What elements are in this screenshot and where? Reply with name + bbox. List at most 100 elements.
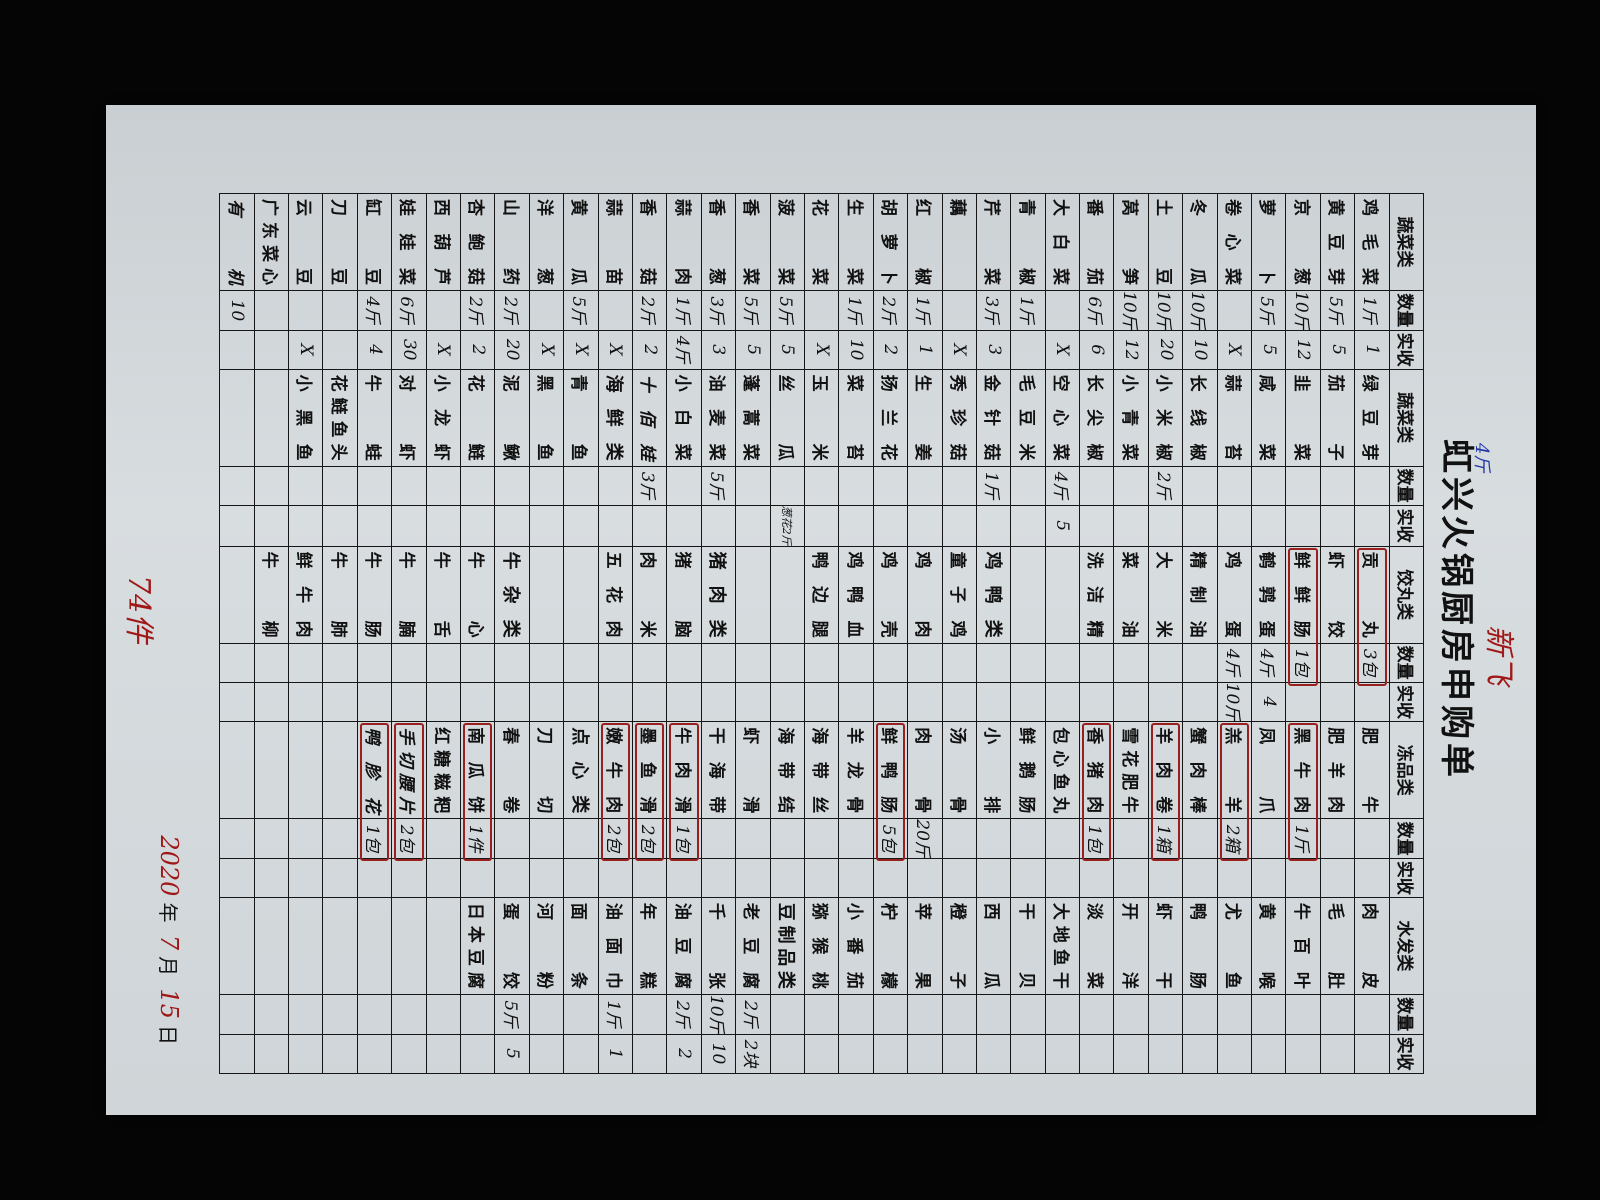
- received-cell[interactable]: [907, 858, 943, 898]
- received-cell[interactable]: [942, 682, 977, 722]
- received-cell[interactable]: [1354, 858, 1390, 898]
- received-cell[interactable]: [391, 682, 427, 722]
- received-cell[interactable]: [632, 682, 667, 722]
- quantity-cell[interactable]: 10斤: [1182, 290, 1218, 331]
- quantity-cell[interactable]: [907, 994, 943, 1035]
- received-cell[interactable]: [494, 858, 530, 898]
- quantity-cell[interactable]: 2箱: [1217, 818, 1252, 859]
- received-cell[interactable]: 20: [494, 330, 530, 370]
- quantity-cell[interactable]: 1斤: [1285, 818, 1321, 859]
- received-cell[interactable]: [804, 1034, 839, 1074]
- quantity-cell[interactable]: [598, 466, 633, 506]
- quantity-cell[interactable]: [426, 290, 461, 331]
- received-cell[interactable]: [391, 858, 427, 898]
- quantity-cell[interactable]: 4斤: [1251, 643, 1286, 683]
- quantity-cell[interactable]: [323, 818, 358, 859]
- quantity-cell[interactable]: 1斤: [1010, 290, 1046, 331]
- quantity-cell[interactable]: 4斤: [1045, 466, 1080, 506]
- received-cell[interactable]: [804, 858, 839, 898]
- received-cell[interactable]: [1320, 682, 1355, 722]
- quantity-cell[interactable]: [529, 290, 564, 331]
- received-cell[interactable]: [1045, 1034, 1080, 1074]
- quantity-cell[interactable]: 2斤: [873, 290, 908, 331]
- quantity-cell[interactable]: [254, 466, 289, 506]
- quantity-cell[interactable]: 10: [219, 290, 255, 331]
- received-cell[interactable]: [323, 505, 358, 547]
- quantity-cell[interactable]: [873, 643, 908, 683]
- quantity-cell[interactable]: 2斤: [460, 290, 495, 331]
- quantity-cell[interactable]: 2斤: [666, 994, 702, 1035]
- received-cell[interactable]: [735, 858, 771, 898]
- quantity-cell[interactable]: [219, 643, 255, 683]
- received-cell[interactable]: [838, 505, 874, 547]
- quantity-cell[interactable]: [254, 643, 289, 683]
- quantity-cell[interactable]: [563, 818, 599, 859]
- received-cell[interactable]: [1182, 1034, 1218, 1074]
- received-cell[interactable]: [1251, 505, 1286, 547]
- quantity-cell[interactable]: [770, 994, 805, 1035]
- quantity-cell[interactable]: 3斤: [632, 466, 667, 506]
- quantity-cell[interactable]: [1113, 643, 1149, 683]
- quantity-cell[interactable]: [666, 643, 702, 683]
- quantity-cell[interactable]: [219, 994, 255, 1035]
- quantity-cell[interactable]: 20斤: [907, 818, 943, 859]
- received-cell[interactable]: [563, 505, 599, 547]
- quantity-cell[interactable]: [288, 994, 323, 1035]
- received-cell[interactable]: X: [288, 330, 323, 370]
- quantity-cell[interactable]: [1251, 994, 1286, 1035]
- quantity-cell[interactable]: [804, 994, 839, 1035]
- received-cell[interactable]: 10: [838, 330, 874, 370]
- quantity-cell[interactable]: [323, 466, 358, 506]
- quantity-cell[interactable]: [323, 643, 358, 683]
- received-cell[interactable]: X: [804, 330, 839, 370]
- received-cell[interactable]: [219, 505, 255, 547]
- quantity-cell[interactable]: [942, 290, 977, 331]
- quantity-cell[interactable]: 5斤: [1251, 290, 1286, 331]
- received-cell[interactable]: [391, 505, 427, 547]
- received-cell[interactable]: [838, 858, 874, 898]
- quantity-cell[interactable]: [391, 643, 427, 683]
- quantity-cell[interactable]: [1113, 818, 1149, 859]
- quantity-cell[interactable]: 2斤: [735, 994, 771, 1035]
- received-cell[interactable]: [632, 505, 667, 547]
- quantity-cell[interactable]: [1354, 466, 1390, 506]
- quantity-cell[interactable]: [357, 466, 392, 506]
- received-cell[interactable]: [976, 1034, 1011, 1074]
- quantity-cell[interactable]: [598, 290, 633, 331]
- quantity-cell[interactable]: [357, 643, 392, 683]
- received-cell[interactable]: [357, 505, 392, 547]
- received-cell[interactable]: [1217, 858, 1252, 898]
- received-cell[interactable]: [1320, 1034, 1355, 1074]
- quantity-cell[interactable]: 4斤: [1217, 643, 1252, 683]
- received-cell[interactable]: X: [426, 330, 461, 370]
- quantity-cell[interactable]: [1354, 818, 1390, 859]
- received-cell[interactable]: [1182, 682, 1218, 722]
- received-cell[interactable]: [529, 682, 564, 722]
- quantity-cell[interactable]: [735, 643, 771, 683]
- quantity-cell[interactable]: 1斤: [838, 290, 874, 331]
- quantity-cell[interactable]: [1148, 994, 1183, 1035]
- quantity-cell[interactable]: 1斤: [976, 466, 1011, 506]
- received-cell[interactable]: X: [1045, 330, 1080, 370]
- quantity-cell[interactable]: [494, 643, 530, 683]
- received-cell[interactable]: 5: [1320, 330, 1355, 370]
- received-cell[interactable]: [357, 682, 392, 722]
- received-cell[interactable]: [1182, 858, 1218, 898]
- quantity-cell[interactable]: [1182, 466, 1218, 506]
- quantity-cell[interactable]: 1包: [666, 818, 702, 859]
- quantity-cell[interactable]: [804, 818, 839, 859]
- quantity-cell[interactable]: [632, 994, 667, 1035]
- quantity-cell[interactable]: 1斤: [598, 994, 633, 1035]
- received-cell[interactable]: [1079, 1034, 1114, 1074]
- received-cell[interactable]: [1079, 858, 1114, 898]
- quantity-cell[interactable]: [219, 466, 255, 506]
- received-cell[interactable]: [1113, 505, 1149, 547]
- received-cell[interactable]: [323, 1034, 358, 1074]
- received-cell[interactable]: [1217, 505, 1252, 547]
- received-cell[interactable]: [529, 1034, 564, 1074]
- quantity-cell[interactable]: 5斤: [735, 290, 771, 331]
- received-cell[interactable]: [770, 1034, 805, 1074]
- quantity-cell[interactable]: [494, 818, 530, 859]
- received-cell[interactable]: [632, 858, 667, 898]
- quantity-cell[interactable]: [254, 818, 289, 859]
